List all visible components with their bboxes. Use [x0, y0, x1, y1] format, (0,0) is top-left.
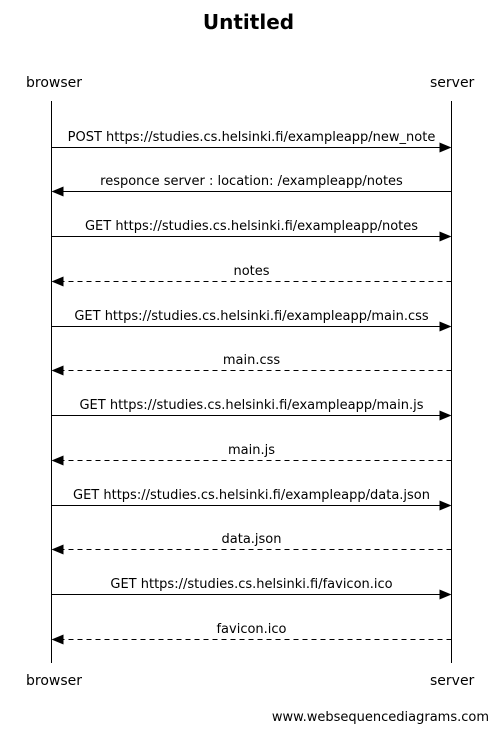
actor-server-bottom: server — [430, 673, 475, 689]
message-label-10: data.json — [221, 531, 282, 547]
arrowhead-11 — [439, 589, 452, 600]
arrowhead-7 — [439, 410, 452, 421]
arrowhead-5 — [439, 321, 452, 332]
message-label-7: GET https://studies.cs.helsinki.fi/examp… — [79, 397, 424, 413]
arrowhead-9 — [439, 500, 452, 511]
watermark-text: www.websequencediagrams.com — [271, 710, 489, 725]
lifeline-browser — [51, 101, 52, 663]
diagram-title: Untitled — [202, 10, 295, 34]
message-label-3: GET https://studies.cs.helsinki.fi/examp… — [84, 218, 419, 234]
actor-server-top: server — [430, 75, 475, 91]
message-label-1: POST https://studies.cs.helsinki.fi/exam… — [67, 129, 436, 145]
message-label-12: favicon.ico — [216, 621, 287, 637]
actor-browser-top: browser — [26, 75, 83, 91]
arrowhead-6 — [51, 365, 64, 376]
arrowhead-4 — [51, 276, 64, 287]
message-label-5: GET https://studies.cs.helsinki.fi/examp… — [74, 308, 429, 324]
actor-browser-bottom: browser — [26, 673, 83, 689]
arrowhead-12 — [51, 634, 64, 645]
lifeline-server — [451, 101, 452, 663]
message-label-2: responce server : location: /exampleapp/… — [100, 173, 403, 189]
arrowhead-10 — [51, 544, 64, 555]
message-label-4: notes — [233, 263, 270, 279]
message-label-6: main.css — [222, 352, 281, 368]
message-label-8: main.js — [228, 442, 275, 458]
arrowhead-1 — [439, 142, 452, 153]
message-label-11: GET https://studies.cs.helsinki.fi/favic… — [110, 576, 393, 592]
arrowhead-8 — [51, 455, 64, 466]
arrowhead-2 — [51, 186, 64, 197]
arrowhead-3 — [439, 231, 452, 242]
message-label-9: GET https://studies.cs.helsinki.fi/examp… — [73, 487, 430, 503]
